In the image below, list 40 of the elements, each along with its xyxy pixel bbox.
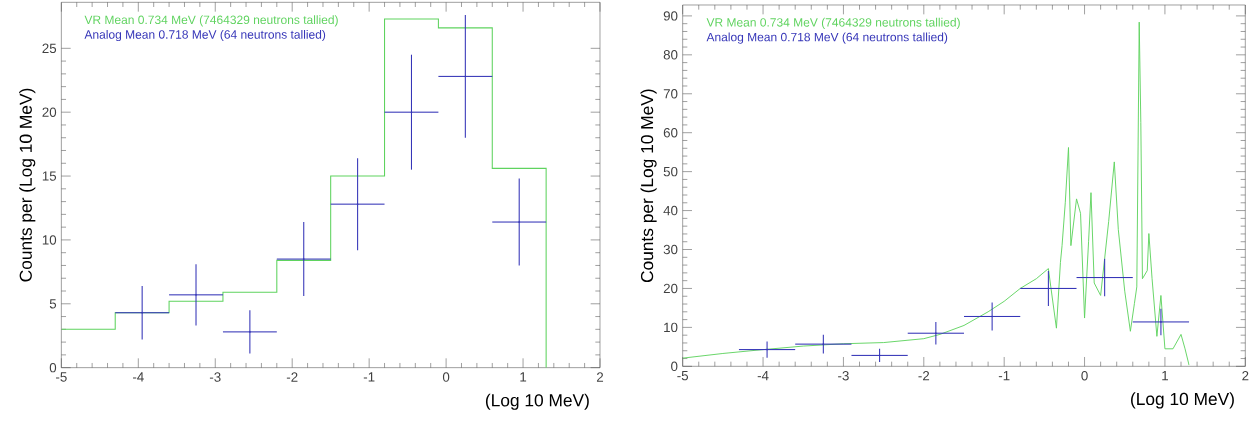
x-tick-label: 1 (520, 372, 527, 382)
y-tick-label: 20 (663, 283, 678, 294)
text: Analog Mean 0.718 MeV (64 neutrons tallied) (84, 29, 326, 42)
x-tick-label: 2 (1242, 371, 1249, 381)
y-tick-label: 60 (663, 127, 678, 138)
y-tick-label: 5 (49, 299, 57, 309)
x-axis-title: (Log 10 MeV) (1131, 392, 1234, 409)
y-tick-label: 30 (663, 244, 678, 255)
x-tick-label: -2 (918, 371, 930, 381)
y-tick-label: 15 (42, 171, 57, 181)
y-tick-label: 20 (42, 107, 57, 117)
y-axis-title: Counts per (Log 10 MeV) (640, 89, 657, 283)
x-tick-label: 0 (1081, 371, 1088, 381)
x-tick-label: -1 (998, 371, 1010, 381)
text: VR Mean 0.734 MeV (7464329 neutrons tallied) (706, 17, 960, 30)
x-tick-label: 1 (1162, 371, 1168, 381)
y-tick-label: 50 (663, 166, 678, 177)
y-tick-label: 40 (663, 205, 678, 216)
x-axis-title: (Log 10 MeV) (485, 393, 589, 410)
y-tick-label: 0 (49, 362, 57, 373)
y-tick-label: 80 (663, 50, 678, 60)
x-tick-label: -5 (677, 371, 689, 381)
x-tick-label: -4 (757, 371, 769, 381)
y-tick-label: 10 (42, 235, 57, 245)
y-tick-label: 10 (664, 322, 678, 333)
y-tick-label: 90 (663, 11, 678, 21)
y-tick-label: 0 (671, 361, 678, 372)
y-tick-label: 70 (663, 89, 678, 99)
x-tick-label: 2 (596, 372, 604, 382)
text: Analog Mean 0.718 MeV (64 neutrons tallied) (706, 32, 948, 44)
text: VR Mean 0.734 MeV (7464329 neutrons tallied) (84, 15, 338, 27)
x-tick-label: -3 (209, 372, 221, 382)
y-tick-label: 25 (42, 43, 57, 54)
x-tick-label: -2 (286, 372, 298, 382)
x-tick-label: -3 (838, 371, 849, 381)
y-axis-title: Counts per (Log 10 MeV) (19, 88, 36, 282)
x-tick-label: 0 (442, 372, 450, 382)
x-tick-label: -4 (132, 372, 144, 382)
x-tick-label: -1 (363, 372, 375, 382)
x-tick-label: -5 (56, 372, 67, 382)
